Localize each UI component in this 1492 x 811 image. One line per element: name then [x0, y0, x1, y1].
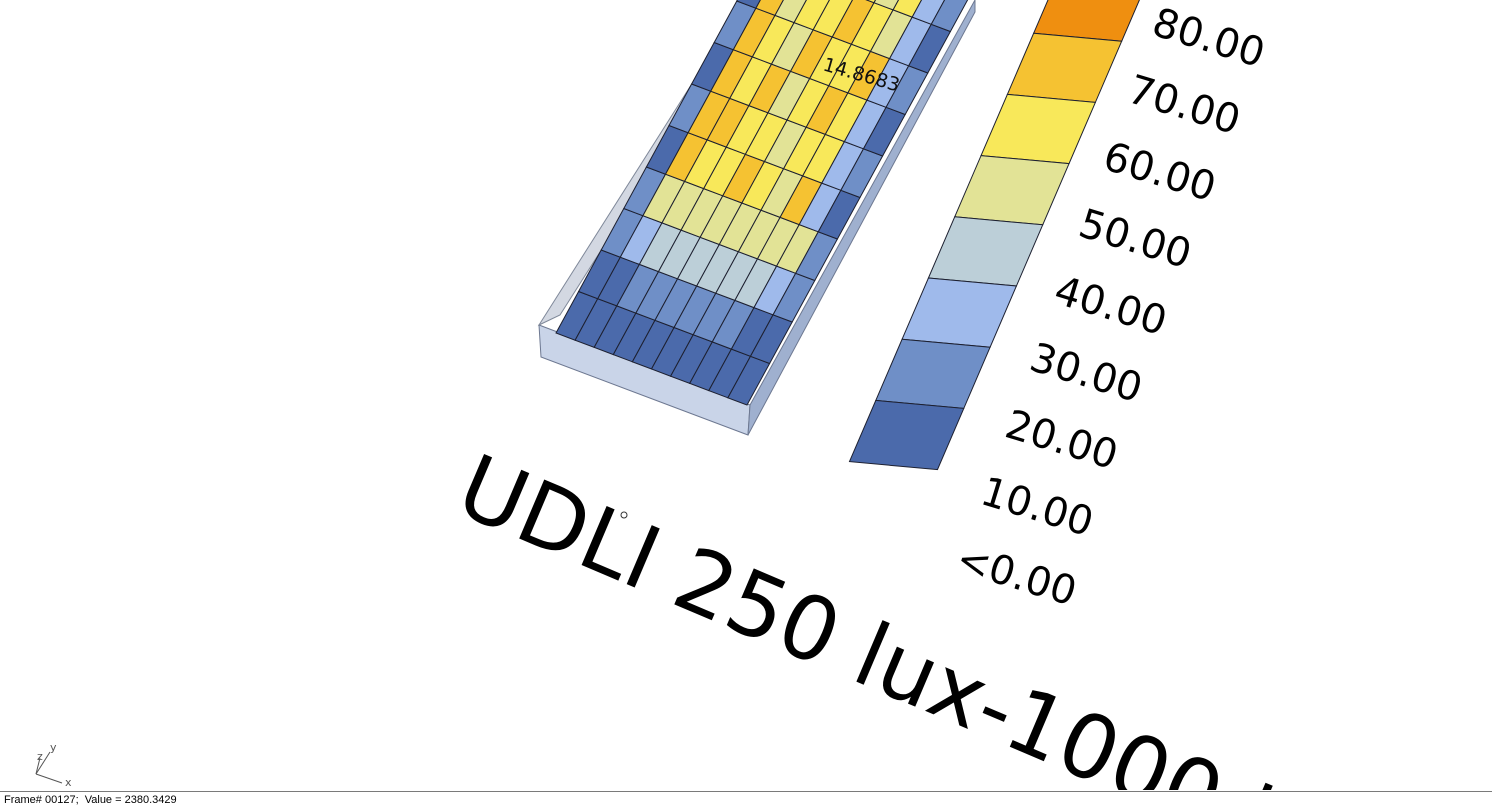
- grid-cell: [865, 0, 877, 4]
- status-bar: Frame# 00127; Value = 2380.3429: [0, 791, 1492, 811]
- grid-cell: [793, 0, 830, 31]
- grid-cell: [873, 0, 900, 11]
- viewport-title: UDLI 250 lux-1000 lux: [444, 435, 1386, 790]
- legend-label: 70.00: [1123, 67, 1246, 144]
- axis-label-z: z: [37, 750, 43, 763]
- room-slab-right: [747, 0, 976, 436]
- scene-canvas: 14.8683 80.0070.0060.0050.0040.0030.0020…: [35, 0, 1386, 790]
- frame-number: 00127: [44, 794, 76, 806]
- 3d-viewport[interactable]: 14.8683 80.00 70.00 60.00 50.00 40.00 30.00 20…: [0, 0, 1492, 790]
- grid-cell: [774, 0, 807, 24]
- grid-cell: [812, 0, 854, 38]
- grid-cell: [755, 0, 784, 17]
- legend-block: [901, 277, 1018, 348]
- axis-label-x: x: [65, 776, 72, 789]
- pointer-marker: [620, 511, 628, 519]
- axis-label-y: y: [50, 741, 57, 754]
- legend-label: 30.00: [1025, 335, 1148, 412]
- legend-label: 50.00: [1074, 201, 1197, 278]
- legend-label: 60.00: [1098, 134, 1221, 211]
- axis-triad: x y z: [35, 741, 72, 789]
- legend-label: 10.00: [976, 469, 1099, 546]
- legend-color-scale: [848, 0, 1140, 471]
- value-readout: 2380.3429: [124, 794, 177, 806]
- legend-label: 40.00: [1049, 268, 1172, 345]
- legend-label: <0.00: [951, 536, 1082, 616]
- grid-cell: [911, 0, 946, 25]
- legend-block: [848, 399, 965, 471]
- grid-cell: [736, 0, 761, 9]
- grid-cell: [930, 0, 969, 33]
- status-text: Frame# 00127; Value = 2380.3429: [4, 794, 177, 806]
- legend-label: 80.00: [1147, 0, 1270, 77]
- legend-block: [954, 155, 1070, 226]
- legend-block: [875, 338, 991, 409]
- legend-label: 20.00: [1000, 402, 1123, 479]
- legend-block: [980, 93, 1097, 165]
- legend-block: [927, 216, 1044, 287]
- value-label: Value =: [84, 794, 122, 806]
- illuminance-grid: [555, 0, 969, 406]
- frame-label: Frame#: [4, 794, 42, 806]
- legend-block: [1006, 32, 1123, 103]
